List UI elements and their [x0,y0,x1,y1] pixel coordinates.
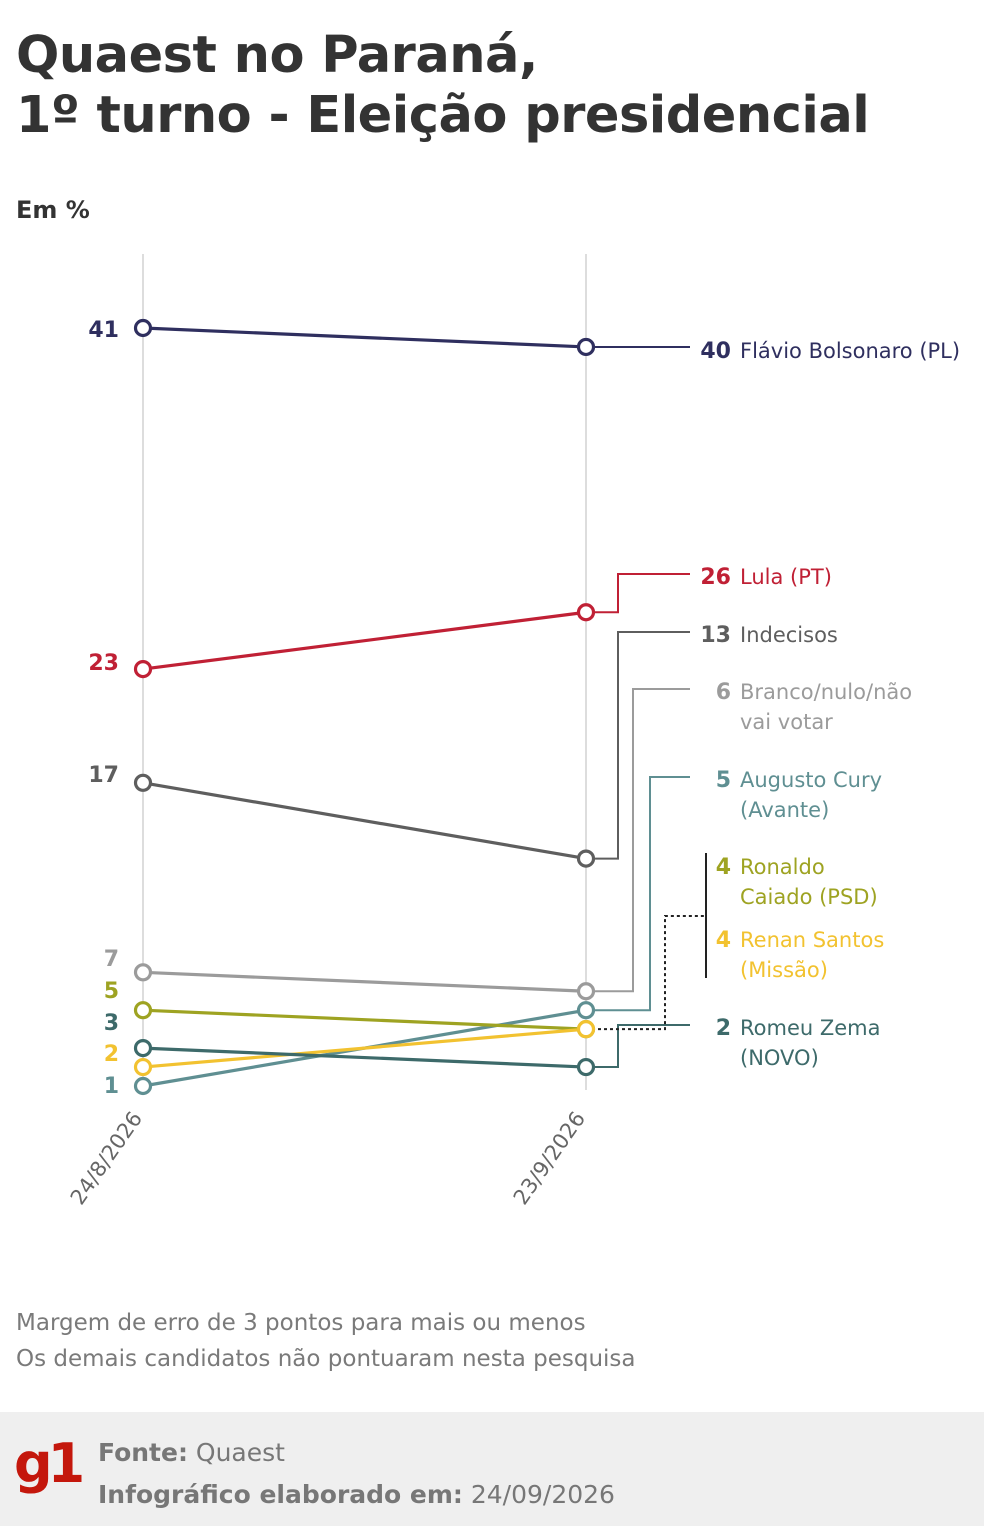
value-label-indecisos-1: 17 [88,763,119,788]
point-branco-nulo-nao-vai-votar-1 [133,963,153,982]
value-label-romeu-zema-novo-2: 2 [716,1016,731,1041]
series-line-flavio-bolsonaro-pl [142,326,587,349]
value-label-ronaldo-caiado-psd-1: 5 [104,979,119,1004]
date-value: 24/09/2026 [470,1480,615,1509]
series-label-indecisos: Indecisos [740,623,838,647]
point-lula-pt-2 [576,603,596,622]
footer: g1 Fonte: Quaest Infográfico elaborado e… [0,1412,984,1526]
series-label-branco-nulo-nao-vai-votar-line-2: vai votar [740,710,833,734]
value-label-renan-santos-missao-2: 4 [716,928,731,953]
series-label-ronaldo-caiado-psd-line-2: Caiado (PSD) [740,885,878,909]
series-label-branco-nulo-nao-vai-votar: Branco/nulo/não [740,680,912,704]
point-ronaldo-caiado-psd-1 [133,1001,153,1020]
point-flavio-bolsonaro-pl-2 [576,337,596,357]
date-label: Infográfico elaborado em: [98,1480,463,1509]
series-label-romeu-zema-novo: Romeu Zema [740,1016,881,1040]
value-label-ronaldo-caiado-psd-2: 4 [716,855,731,880]
point-branco-nulo-nao-vai-votar-2 [576,982,596,1001]
value-label-lula-pt-2: 26 [700,565,731,590]
point-flavio-bolsonaro-pl-1 [133,318,153,338]
chart-title-line-2: 1º turno - Eleição presidencial [16,86,870,145]
series-line-ronaldo-caiado-psd [142,1008,587,1031]
series-line-lula-pt [142,610,587,671]
series-label-augusto-cury-avante-line-2: (Avante) [740,798,829,822]
point-lula-pt-1 [133,659,153,679]
connector-indecisos [586,631,690,860]
margin-of-error-note: Margem de erro de 3 pontos para mais ou … [16,1310,586,1336]
series-line-renan-santos-missao [142,1027,587,1069]
source-info: Fonte: Quaest Infográfico elaborado em: … [98,1432,615,1516]
chart-title: Quaest no Paraná, 1º turno - Eleição pre… [16,26,966,146]
point-augusto-cury-avante-2 [576,1001,596,1020]
date-line: Infográfico elaborado em: 24/09/2026 [98,1474,615,1516]
chart-title-line-1: Quaest no Paraná, [16,26,538,85]
value-label-branco-nulo-nao-vai-votar-1: 7 [104,947,119,972]
series-line-romeu-zema-novo [142,1046,587,1069]
value-label-augusto-cury-avante-2: 5 [716,768,731,793]
value-label-indecisos-2: 13 [700,623,731,648]
x-tick-label-1: 24/8/2026 [66,1107,147,1209]
connector-romeu-zema-novo [586,1024,690,1069]
other-candidates-note: Os demais candidatos não pontuaram nesta… [16,1346,636,1372]
unit-label: Em % [16,196,90,224]
source-label: Fonte: [98,1438,188,1467]
series-line-indecisos [142,781,587,861]
value-label-flavio-bolsonaro-pl-1: 41 [88,318,119,343]
series-label-flavio-bolsonaro-pl: Flávio Bolsonaro (PL) [740,339,960,363]
value-label-branco-nulo-nao-vai-votar-2: 6 [716,680,731,705]
series-label-lula-pt: Lula (PT) [740,565,832,589]
point-romeu-zema-novo-1 [133,1038,153,1058]
series-label-augusto-cury-avante: Augusto Cury [740,768,882,792]
connector-tied-candidates [586,915,704,1031]
source-value: Quaest [195,1438,285,1467]
point-renan-santos-missao-1 [133,1057,153,1077]
source-line: Fonte: Quaest [98,1432,615,1474]
connector-augusto-cury-avante [586,776,690,1012]
g1-logo: g1 [14,1432,85,1495]
value-label-lula-pt-1: 23 [88,651,119,676]
point-romeu-zema-novo-2 [576,1057,596,1077]
series-label-renan-santos-missao-line-2: (Missão) [740,958,828,982]
series-line-branco-nulo-nao-vai-votar [142,970,587,993]
series-label-ronaldo-caiado-psd: Ronaldo [740,855,825,879]
point-augusto-cury-avante-1 [133,1076,153,1096]
point-indecisos-2 [576,849,596,868]
point-renan-santos-missao-2 [576,1020,596,1039]
series-label-renan-santos-missao: Renan Santos [740,928,884,952]
x-tick-label-2: 23/9/2026 [509,1107,590,1209]
value-label-romeu-zema-novo-1: 3 [104,1011,119,1036]
value-label-augusto-cury-avante-1: 1 [104,1074,119,1099]
connector-branco-nulo-nao-vai-votar [586,688,690,993]
chart-notes: Margem de erro de 3 pontos para mais ou … [16,1305,635,1377]
connector-lula-pt [586,573,690,614]
series-label-romeu-zema-novo-line-2: (NOVO) [740,1046,819,1070]
value-label-flavio-bolsonaro-pl-2: 40 [700,339,731,364]
value-label-renan-santos-missao-1: 2 [104,1042,119,1067]
point-indecisos-1 [133,773,153,792]
